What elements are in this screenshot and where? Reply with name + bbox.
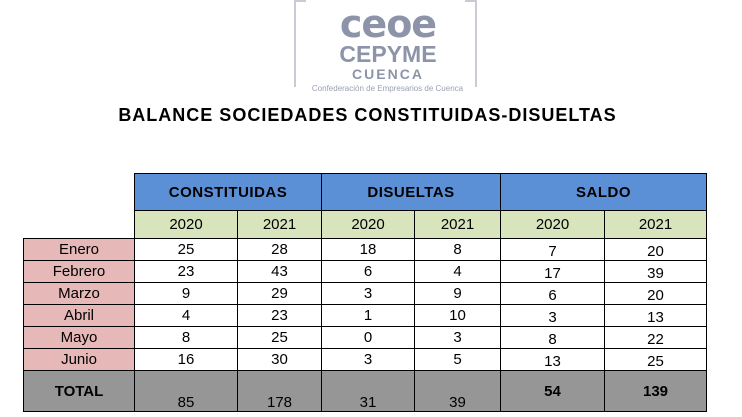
header-saldo: SALDO (500, 173, 707, 211)
logo-corner-left (296, 0, 306, 12)
table-cell: 9 (414, 282, 501, 305)
logo-cuenca-text: CUENCA (352, 66, 424, 82)
month-label: Mayo (23, 326, 135, 349)
table-cell: 43 (237, 260, 322, 283)
table-row: Enero 25 28 18 8 7 20 (23, 238, 707, 261)
table-cell: 17 (500, 260, 605, 283)
table-cell: 4 (414, 260, 501, 283)
table-row: Febrero 23 43 6 4 17 39 (23, 260, 707, 283)
year-header: 2021 (414, 210, 501, 239)
table-cell: 8 (414, 238, 501, 261)
month-label: Enero (23, 238, 135, 261)
total-cell: 39 (414, 370, 501, 412)
table-cell: 13 (500, 348, 605, 371)
logo-subtitle: Confederación de Empresarios de Cuenca (311, 84, 464, 93)
logo-corner-right (465, 0, 475, 12)
table-cell: 20 (604, 282, 707, 305)
month-label: Junio (23, 348, 135, 371)
table-cell: 22 (604, 326, 707, 349)
page-title: BALANCE SOCIEDADES CONSTITUIDAS-DISUELTA… (118, 105, 617, 125)
table-cell: 3 (321, 282, 415, 305)
table-cell: 30 (237, 348, 322, 371)
year-header: 2020 (321, 210, 415, 239)
logo-ceoe-text: ceoe (339, 2, 437, 46)
month-label: Abril (23, 304, 135, 327)
month-label: Marzo (23, 282, 135, 305)
table-cell: 28 (237, 238, 322, 261)
header-constituidas: CONSTITUIDAS (134, 173, 322, 211)
table-cell: 0 (321, 326, 415, 349)
table-cell: 3 (414, 326, 501, 349)
year-header: 2020 (500, 210, 605, 239)
table-cell: 25 (604, 348, 707, 371)
table-cell: 4 (134, 304, 238, 327)
table-cell: 6 (500, 282, 605, 305)
table-cell: 29 (237, 282, 322, 305)
total-cell: 31 (321, 370, 415, 412)
table-cell: 3 (321, 348, 415, 371)
total-label: TOTAL (23, 370, 135, 412)
total-cell: 139 (604, 370, 707, 412)
total-cell: 85 (134, 370, 238, 412)
year-header: 2021 (604, 210, 707, 239)
table-cell: 3 (500, 304, 605, 327)
table-cell: 13 (604, 304, 707, 327)
table-cell: 20 (604, 238, 707, 261)
table-cell: 39 (604, 260, 707, 283)
table-cell: 16 (134, 348, 238, 371)
table-cell: 23 (237, 304, 322, 327)
total-cell: 54 (500, 370, 605, 412)
year-header: 2021 (237, 210, 322, 239)
total-cell: 178 (237, 370, 322, 412)
group-header-row: CONSTITUIDAS DISUELTAS SALDO (24, 173, 707, 211)
table-cell: 25 (237, 326, 322, 349)
month-label: Febrero (23, 260, 135, 283)
table-cell: 8 (500, 326, 605, 349)
balance-table: CONSTITUIDAS DISUELTAS SALDO 2020 2021 2… (23, 173, 707, 412)
table-cell: 23 (134, 260, 238, 283)
table-cell: 7 (500, 238, 605, 261)
table-cell: 6 (321, 260, 415, 283)
year-header: 2020 (134, 210, 238, 239)
table-cell: 18 (321, 238, 415, 261)
total-row: TOTAL 85 178 31 39 54 139 (23, 370, 707, 412)
ceoe-cepyme-logo: ceoe CEPYME CUENCA Confederación de Empr… (294, 0, 477, 93)
table-cell: 25 (134, 238, 238, 261)
logo-cepyme-text: CEPYME (339, 41, 437, 67)
table-cell: 9 (134, 282, 238, 305)
blank-corner (24, 211, 135, 239)
table-cell: 10 (414, 304, 501, 327)
table-cell: 1 (321, 304, 415, 327)
table-row: Marzo 9 29 3 9 6 20 (23, 282, 707, 305)
blank-corner (24, 174, 135, 211)
header-disueltas: DISUELTAS (321, 173, 501, 211)
table-row: Junio 16 30 3 5 13 25 (23, 348, 707, 371)
table-cell: 8 (134, 326, 238, 349)
year-header-row: 2020 2021 2020 2021 2020 2021 (24, 210, 707, 239)
table-row: Mayo 8 25 0 3 8 22 (23, 326, 707, 349)
table-cell: 5 (414, 348, 501, 371)
table-row: Abril 4 23 1 10 3 13 (23, 304, 707, 327)
